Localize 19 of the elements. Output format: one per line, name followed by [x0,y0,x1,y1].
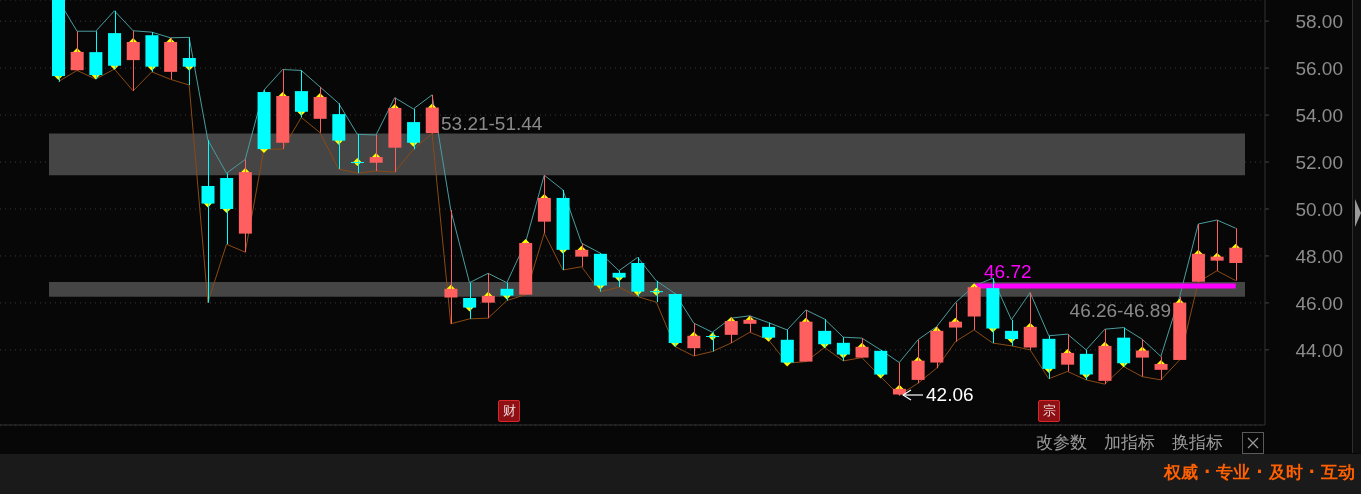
y-tick-label: 48.00 [1295,245,1343,267]
band-label: 46.26-46.89 [1069,299,1171,321]
annotation: 42.06 [926,384,974,405]
data-label: 46.72 [984,260,1032,282]
y-tick-label: 50.00 [1295,198,1343,220]
y-tick-label: 52.00 [1295,151,1343,173]
badge: 宗 [1038,400,1060,422]
text: 换指标 [1172,431,1223,453]
text: 权威 · 专业 · 及时 · 互动 [1164,462,1355,482]
y-tick-label: 54.00 [1295,104,1343,126]
y-tick-label: 56.00 [1295,57,1343,79]
badge: 财 [498,400,520,422]
text: 改参数 [1036,431,1087,453]
y-tick-label: 58.00 [1295,10,1343,32]
y-tick-label: 44.00 [1295,339,1343,361]
candlestick [780,329,794,364]
y-tick-label: 46.00 [1295,292,1343,314]
band-label: 53.21-51.44 [441,112,543,134]
text: 加指标 [1104,431,1155,453]
